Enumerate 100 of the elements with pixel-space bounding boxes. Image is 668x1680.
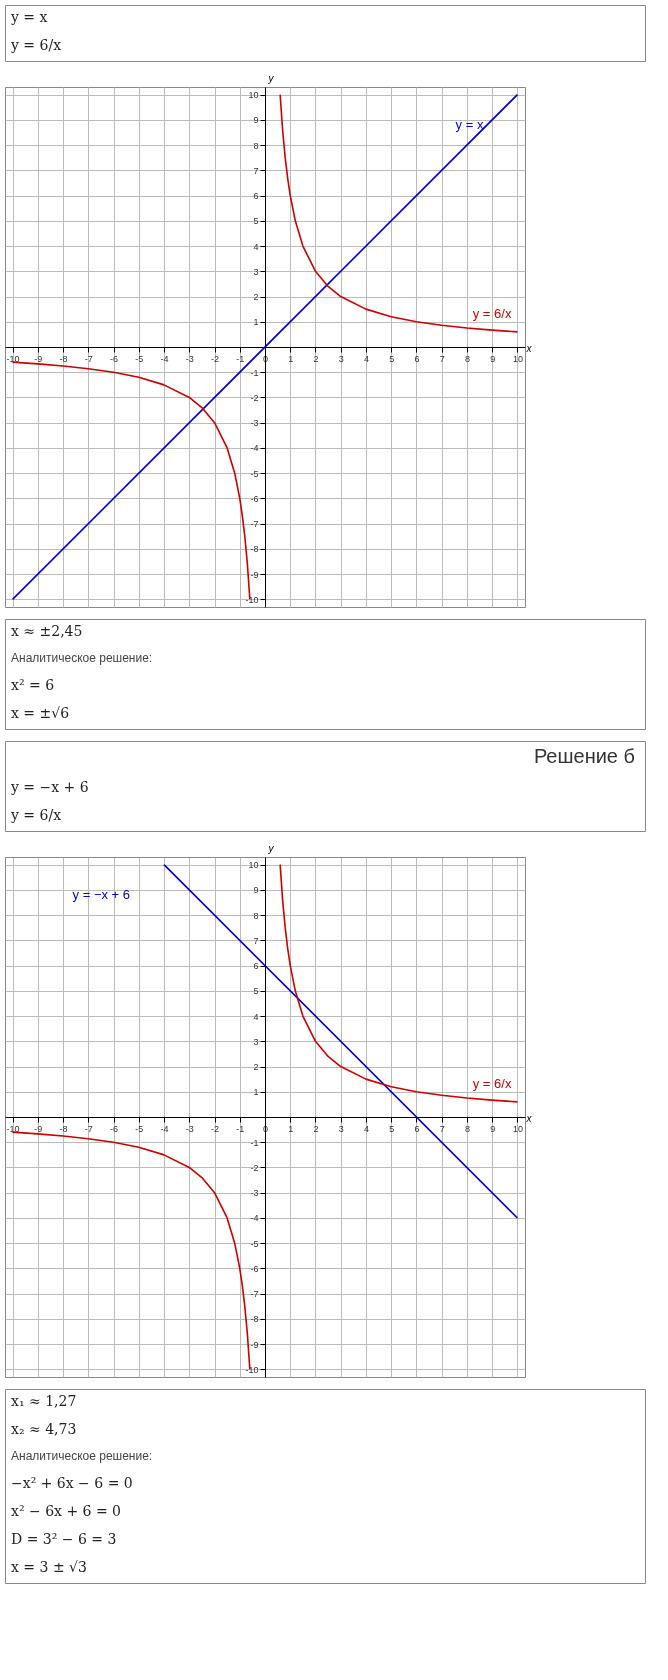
x-tick-label: -2 (211, 353, 220, 364)
y-tick-label: -8 (250, 544, 259, 555)
text: x² − 6x + 6 = 0 (11, 1503, 122, 1519)
x-tick-label: -4 (160, 353, 169, 364)
x-tick-label: 2 (313, 353, 319, 364)
y-tick-label: -3 (250, 1188, 259, 1199)
series-label: y = 6/x (472, 1075, 512, 1091)
x-tick-label: 5 (389, 353, 395, 364)
text: x = ±√6 (11, 705, 70, 721)
y-tick-label: 7 (253, 935, 259, 946)
y-axis-title: y (267, 842, 275, 854)
y-tick-label: -7 (250, 1289, 259, 1300)
x-tick-label: 4 (363, 353, 369, 364)
text: x₁ ≈ 1,27 (11, 1393, 77, 1409)
x-tick-label: -9 (34, 1123, 43, 1134)
y-tick-label: 1 (253, 1087, 259, 1098)
y-axis-title: y (267, 72, 275, 84)
x-tick-label: 2 (313, 1123, 319, 1134)
y-tick-label: 4 (253, 1011, 259, 1022)
y-tick-label: -4 (250, 443, 259, 454)
y-tick-label: 8 (253, 140, 259, 151)
x-tick-label: 10 (512, 1123, 523, 1134)
y-tick-label: 3 (253, 1036, 259, 1047)
x-tick-label: 9 (490, 353, 496, 364)
y-tick-label: -6 (250, 493, 259, 504)
x-tick-label: -10 (6, 1123, 20, 1134)
x-tick-label: -1 (236, 353, 245, 364)
y-tick-label: 10 (248, 860, 259, 871)
y-tick-label: -1 (250, 367, 259, 378)
y-tick-label: -1 (250, 1137, 259, 1148)
x-tick-label: 8 (464, 1123, 470, 1134)
y-tick-label: 8 (253, 910, 259, 921)
text: −x² + 6x − 6 = 0 (11, 1475, 133, 1491)
y-tick-label: 2 (253, 292, 259, 303)
x-tick-label: -7 (84, 353, 93, 364)
series-label: y = x (455, 116, 484, 132)
x-tick-label: -3 (185, 353, 194, 364)
y-tick-label: 7 (253, 165, 259, 176)
y-tick-label: -2 (250, 392, 259, 403)
x-tick-label: 3 (338, 353, 344, 364)
x-tick-label: 7 (439, 1123, 445, 1134)
y-tick-label: -10 (245, 594, 259, 605)
text: Аналитическое решение: (11, 651, 153, 665)
x-tick-label: -10 (6, 353, 20, 364)
x-tick-label: 6 (414, 1123, 420, 1134)
y-tick-label: 3 (253, 266, 259, 277)
y-tick-label: -3 (250, 418, 259, 429)
y-tick-label: -9 (250, 1339, 259, 1350)
y-tick-label: 6 (253, 961, 259, 972)
x-axis-title: x (525, 342, 533, 354)
x-tick-label: -5 (135, 1123, 144, 1134)
x-tick-label: 1 (288, 1123, 294, 1134)
chart-subtitle: y = −x + 6 y = 6/x (10, 779, 89, 823)
x-tick-label: 5 (389, 1123, 395, 1134)
x-tick-label: -6 (110, 353, 119, 364)
text: x₂ ≈ 4,73 (11, 1421, 77, 1437)
x-tick-label: 4 (363, 1123, 369, 1134)
y-tick-label: -10 (245, 1364, 259, 1375)
y-tick-label: -8 (250, 1314, 259, 1325)
y-tick-label: -4 (250, 1213, 259, 1224)
y-tick-label: 4 (253, 241, 259, 252)
y-tick-label: 5 (253, 986, 259, 997)
x-tick-label: -8 (59, 1123, 68, 1134)
text: y = −x + 6 (72, 886, 131, 902)
series-label: y = 6/x (472, 305, 512, 321)
x-tick-label: -3 (185, 1123, 194, 1134)
x-tick-label: -4 (160, 1123, 169, 1134)
y-tick-label: -7 (250, 519, 259, 530)
x-tick-label: -7 (84, 1123, 93, 1134)
text: x ≈ ±2,45 (11, 623, 83, 639)
x-tick-label: 7 (439, 353, 445, 364)
x-tick-label: -8 (59, 353, 68, 364)
text: x = 3 ± √3 (11, 1559, 87, 1575)
y-tick-label: 5 (253, 216, 259, 227)
y-tick-label: 6 (253, 191, 259, 202)
y-tick-label: 9 (253, 885, 259, 896)
y-tick-label: -5 (250, 1238, 259, 1249)
y-tick-label: 1 (253, 317, 259, 328)
x-tick-label: 6 (414, 353, 420, 364)
text: x² = 6 (11, 677, 55, 693)
x-tick-label: 10 (512, 353, 523, 364)
y-tick-label: 9 (253, 115, 259, 126)
text: D = 3² − 6 = 3 (11, 1531, 117, 1547)
x-tick-label: -2 (211, 1123, 220, 1134)
x-tick-label: 8 (464, 353, 470, 364)
y-tick-label: -2 (250, 1162, 259, 1173)
text: Аналитическое решение: (11, 1449, 153, 1463)
y-tick-label: -5 (250, 468, 259, 479)
y-tick-label: -9 (250, 569, 259, 580)
y-tick-label: 2 (253, 1062, 259, 1073)
x-tick-label: 1 (288, 353, 294, 364)
x-tick-label: -1 (236, 1123, 245, 1134)
x-tick-label: 3 (338, 1123, 344, 1134)
x-axis-title: x (525, 1112, 533, 1124)
text: Решение б (533, 745, 635, 767)
y-tick-label: -6 (250, 1263, 259, 1274)
x-tick-label: -9 (34, 353, 43, 364)
y-tick-label: 10 (248, 90, 259, 101)
chart-subtitle: y = 6/x (10, 37, 62, 53)
x-tick-label: 9 (490, 1123, 496, 1134)
